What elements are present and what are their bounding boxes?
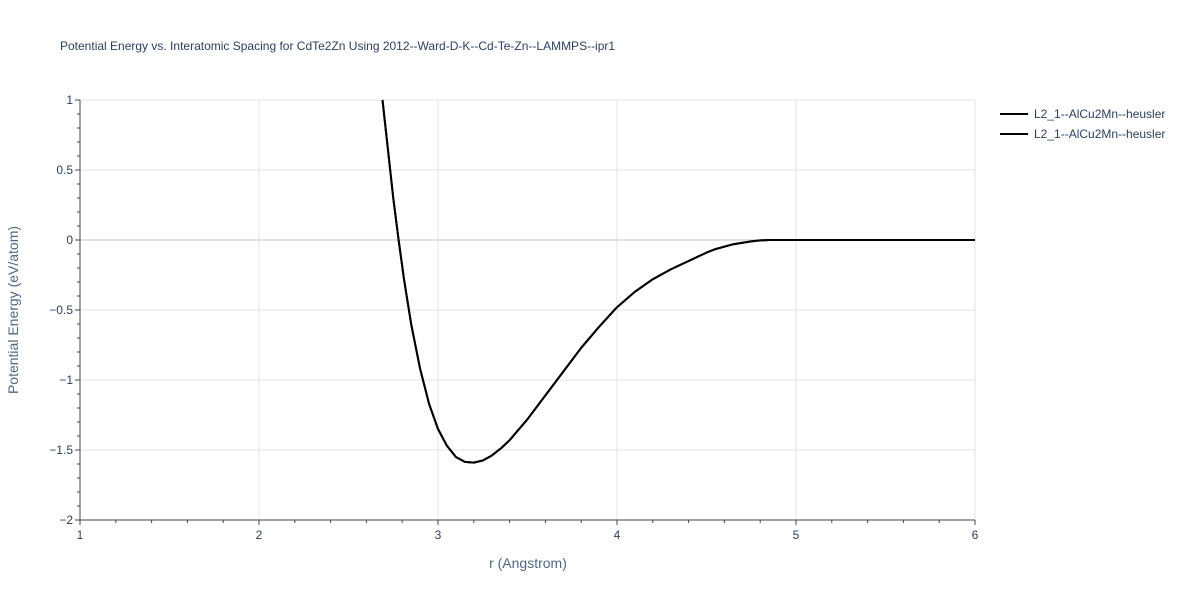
x-tick-label: 6 [972, 528, 979, 542]
y-tick-label: 0 [66, 233, 73, 247]
y-axis-title: Potential Energy (eV/atom) [5, 226, 21, 394]
x-tick-label: 2 [256, 528, 263, 542]
axes-layer: 1 2 3 4 5 6 1 0.5 0 −0.5 −1 −1.5 −2 [49, 93, 978, 542]
y-tick-label: 1 [66, 93, 73, 107]
y-tick-label: −1 [59, 373, 73, 387]
x-tick-label: 5 [793, 528, 800, 542]
legend-label: L2_1--AlCu2Mn--heusler [1034, 107, 1165, 121]
legend-label: L2_1--AlCu2Mn--heusler [1034, 127, 1165, 141]
y-tick-label: 0.5 [56, 163, 73, 177]
series-layer [381, 99, 975, 464]
y-tick-label: −1.5 [49, 443, 73, 457]
series-line-1 [381, 99, 975, 464]
legend-item[interactable]: L2_1--AlCu2Mn--heusler [1000, 107, 1165, 121]
chart-title: Potential Energy vs. Interatomic Spacing… [60, 39, 615, 53]
grid-layer [80, 99, 976, 520]
legend: L2_1--AlCu2Mn--heusler L2_1--AlCu2Mn--heu… [1000, 107, 1165, 141]
y-tick-label: −0.5 [49, 303, 73, 317]
x-tick-label: 4 [614, 528, 621, 542]
series-line-2 [381, 99, 975, 464]
x-tick-label: 1 [77, 528, 84, 542]
y-tick-label: −2 [59, 513, 73, 527]
x-tick-label: 3 [435, 528, 442, 542]
legend-item[interactable]: L2_1--AlCu2Mn--heusler [1000, 127, 1165, 141]
x-axis-title: r (Angstrom) [489, 555, 567, 571]
